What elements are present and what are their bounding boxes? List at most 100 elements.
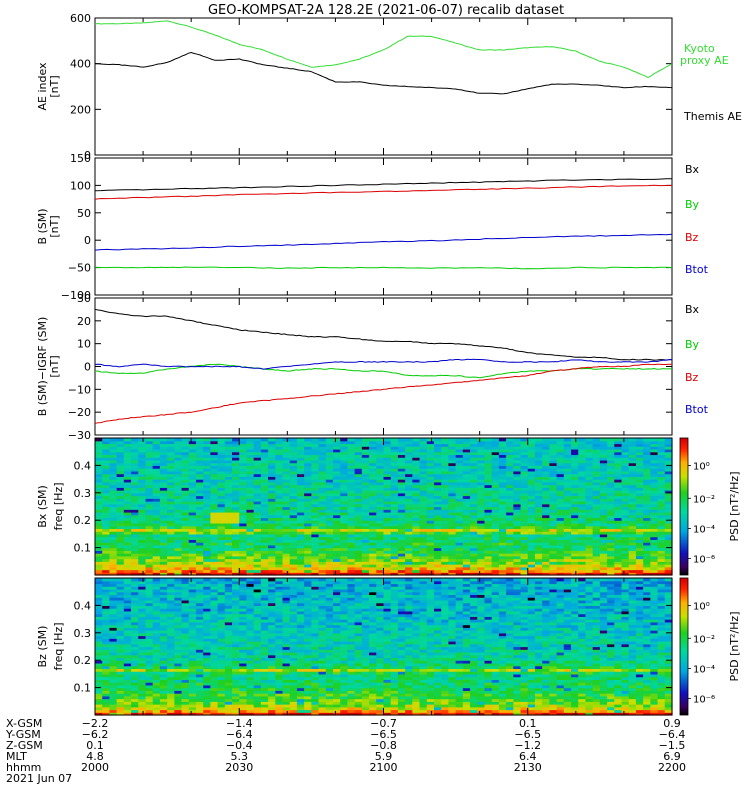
spectrogram-cell [253, 476, 262, 480]
spectrogram-cell [109, 520, 118, 524]
spectrogram-cell [462, 465, 471, 469]
spectrogram-cell [159, 451, 168, 456]
spectrogram-cell [383, 487, 392, 491]
spectrogram-cell [123, 487, 132, 491]
spectrogram-cell [95, 531, 103, 535]
spectrogram-cell [477, 440, 486, 445]
spectrogram-cell [333, 454, 341, 458]
spectrogram-cell [628, 528, 637, 532]
spectrogram-cell [491, 490, 500, 494]
spectrogram-cell [433, 547, 442, 551]
spectrogram-cell [657, 564, 666, 568]
spectrogram-cell [571, 569, 579, 573]
spectrogram-cell [405, 517, 413, 521]
spectrogram-cell [181, 517, 190, 521]
spectrogram-cell [585, 506, 594, 510]
spectrogram-cell [470, 448, 478, 453]
spectrogram-cell [433, 555, 442, 560]
spectrogram-cell [181, 597, 190, 601]
spectrogram-cell [123, 536, 132, 540]
spectrogram-cell [318, 511, 327, 516]
spectrogram-cell [376, 479, 385, 483]
spectrogram-cell [397, 522, 406, 527]
spectrogram-cell [412, 514, 421, 519]
spectrogram-cell [549, 539, 558, 543]
spectrogram-cell [95, 459, 103, 464]
spectrogram-cell [412, 492, 421, 497]
spectrogram-cell [123, 657, 132, 661]
spectrogram-cell [354, 520, 363, 524]
spectrogram-cell [138, 459, 147, 464]
spectrogram-cell [109, 704, 118, 708]
spectrogram-cell [174, 454, 183, 458]
spectrogram-cell [643, 520, 651, 524]
spectrogram-cell [549, 440, 558, 445]
spectrogram-cell [275, 536, 284, 540]
spectrogram-cell [203, 470, 211, 475]
spectrogram-cell [239, 476, 248, 480]
spectrogram-cell [571, 457, 579, 461]
spectrogram-cell [203, 473, 211, 477]
spectrogram-cell [224, 536, 233, 540]
spectrogram-cell [123, 553, 132, 557]
spectrogram-cell [311, 555, 320, 560]
spectrogram-cell [621, 509, 630, 513]
spectrogram-cell [614, 555, 623, 560]
spectrogram-cell [188, 608, 197, 612]
spectrogram-cell [376, 440, 385, 445]
spectrogram-cell [159, 701, 168, 705]
spectrogram-cell [347, 561, 356, 565]
spectrogram-cell [181, 531, 190, 535]
spectrogram-cell [419, 566, 428, 571]
spectrogram-cell [123, 542, 132, 546]
spectrogram-cell [607, 514, 615, 519]
spectrogram-cell [131, 465, 139, 469]
y-axis-label: AE index [36, 62, 49, 111]
spectrogram-cell [275, 438, 284, 442]
spectrogram-cell [542, 492, 550, 497]
spectrogram-cell [325, 454, 334, 458]
spectrogram-cell [419, 473, 428, 477]
spectrogram-cell [116, 608, 125, 612]
spectrogram-cell [174, 591, 183, 596]
spectrogram-cell [138, 701, 147, 705]
spectrogram-cell [188, 544, 197, 549]
spectrogram-cell [635, 479, 644, 483]
spectrogram-cell [354, 498, 363, 502]
spectrogram-cell [397, 492, 406, 497]
spectrogram-cell [138, 525, 147, 530]
spectrogram-cell [585, 476, 594, 480]
spectrogram-cell [159, 687, 168, 691]
spectrogram-cell [95, 569, 103, 573]
spectrogram-cell [433, 509, 442, 513]
legend-entry: Themis AE [683, 110, 742, 123]
spectrogram-cell [397, 542, 406, 546]
spectrogram-cell [109, 564, 118, 568]
spectrogram-cell [131, 481, 139, 486]
spectrogram-cell [174, 470, 183, 475]
spectrogram-cell [628, 443, 637, 447]
spectrogram-cell [397, 503, 406, 508]
spectrogram-cell [592, 484, 601, 488]
spectrogram-cell [102, 597, 111, 601]
spectrogram-cell [123, 695, 132, 700]
spectrogram-cell [470, 484, 478, 488]
spectrogram-cell [419, 451, 428, 456]
spectrogram-cell [369, 476, 377, 480]
spectrogram-cell [239, 492, 248, 497]
spectrogram-cell [607, 525, 615, 530]
spectrogram-cell [657, 473, 666, 477]
spectrogram-cell [159, 635, 168, 639]
spectrogram-cell [549, 509, 558, 513]
spectrogram-cell [347, 514, 356, 519]
spectrogram-cell [592, 476, 601, 480]
spectrogram-cell [462, 509, 471, 513]
spectrogram-cell [628, 448, 637, 453]
spectrogram-cell [592, 473, 601, 477]
spectrogram-cell [174, 660, 183, 664]
spectrogram-cell [152, 459, 161, 464]
spectrogram-cell [534, 544, 543, 549]
spectrogram-cell [282, 553, 291, 557]
spectrogram-cell [664, 522, 673, 527]
spectrogram-cell [232, 448, 240, 453]
